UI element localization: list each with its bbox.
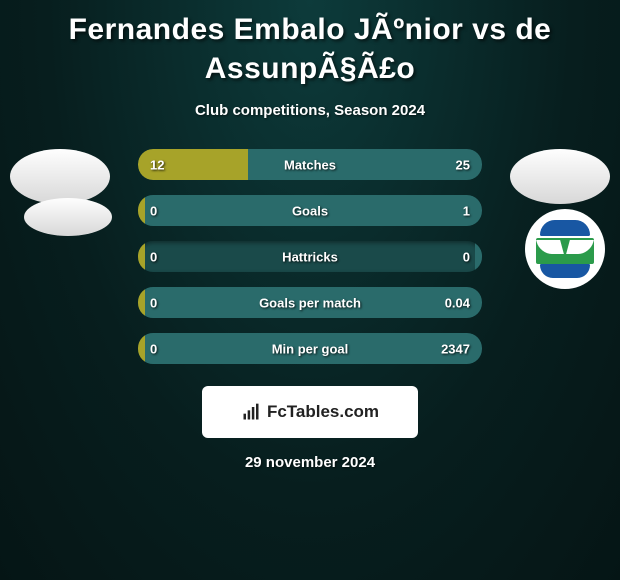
brand-text: FcTables.com — [267, 402, 379, 422]
stat-bar: 12 25 Matches — [138, 149, 482, 180]
stat-label: Goals — [292, 203, 328, 218]
stat-row: 0 0.04 Goals per match — [0, 287, 620, 318]
stat-bar-left-fill — [138, 287, 145, 318]
stat-value-left: 0 — [150, 295, 157, 310]
page-title: Fernandes Embalo JÃºnior vs de AssunpÃ§Ã… — [0, 0, 620, 88]
date-text: 29 november 2024 — [0, 454, 620, 471]
stat-label: Goals per match — [259, 295, 361, 310]
stat-bar-left-fill — [138, 195, 145, 226]
stat-bar-left-fill — [138, 333, 145, 364]
stat-bar: 0 0.04 Goals per match — [138, 287, 482, 318]
subtitle: Club competitions, Season 2024 — [0, 102, 620, 119]
stat-bar: 0 1 Goals — [138, 195, 482, 226]
stat-value-right: 0 — [463, 249, 470, 264]
stat-value-left: 0 — [150, 203, 157, 218]
stat-value-right: 1 — [463, 203, 470, 218]
stat-value-left: 0 — [150, 341, 157, 356]
stat-value-right: 2347 — [441, 341, 470, 356]
stat-label: Hattricks — [282, 249, 338, 264]
stat-label: Matches — [284, 157, 336, 172]
stat-bar: 0 2347 Min per goal — [138, 333, 482, 364]
stat-value-right: 25 — [456, 157, 470, 172]
stat-label: Min per goal — [272, 341, 349, 356]
comparison-chart: 12 25 Matches 0 1 Goals 0 0 Hattricks 0 0.04 Goals … — [0, 149, 620, 364]
stat-row: 12 25 Matches — [0, 149, 620, 180]
chart-icon — [241, 402, 261, 422]
stat-bar-left-fill — [138, 241, 145, 272]
stat-row: 0 1 Goals — [0, 195, 620, 226]
stat-bar: 0 0 Hattricks — [138, 241, 482, 272]
stat-bar-right-fill — [475, 241, 482, 272]
stat-value-right: 0.04 — [445, 295, 470, 310]
stat-value-left: 12 — [150, 157, 164, 172]
stat-value-left: 0 — [150, 249, 157, 264]
stat-row: 0 2347 Min per goal — [0, 333, 620, 364]
brand-footer[interactable]: FcTables.com — [202, 386, 418, 438]
stat-row: 0 0 Hattricks — [0, 241, 620, 272]
